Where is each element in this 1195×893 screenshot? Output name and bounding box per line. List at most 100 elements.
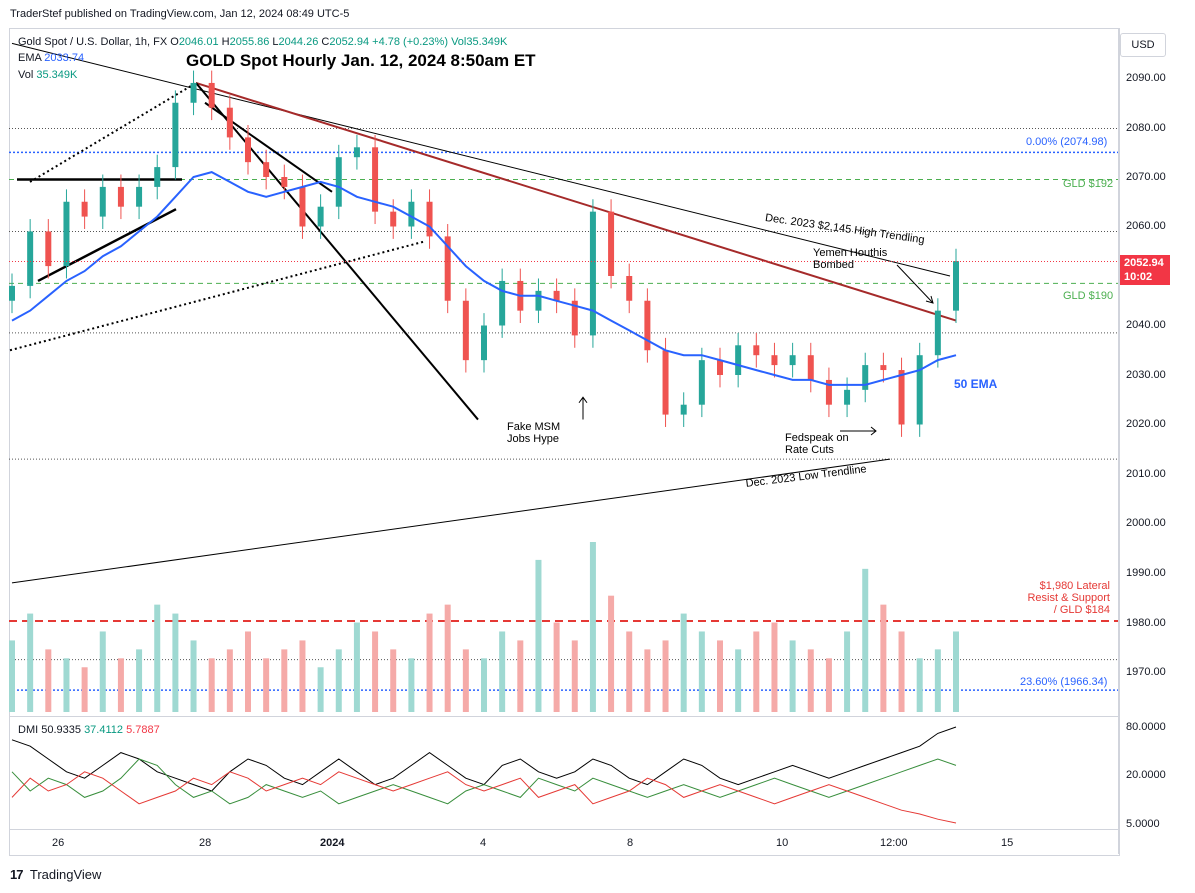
volume-legend[interactable]: Vol 35.349K (18, 69, 77, 81)
volume-bar (735, 649, 742, 712)
candle-body (263, 162, 270, 177)
candle-body (535, 290, 542, 311)
candle-body (916, 355, 923, 425)
volume-bar (408, 658, 415, 712)
volume-bar (844, 631, 851, 712)
time-axis-separator (9, 829, 1118, 830)
x-tick-label: 15 (1001, 837, 1014, 849)
fib-0-label: 0.00% (2074.98) (1026, 136, 1108, 148)
high-label: H (221, 36, 230, 48)
fedspeak-label: Fedspeak on Rate Cuts (785, 432, 849, 456)
y-tick-label: 2030.00 (1126, 369, 1166, 381)
volume-bar (172, 613, 179, 712)
candle-body (626, 276, 633, 301)
volume-bar (9, 640, 15, 712)
y-tick-label: 2040.00 (1126, 319, 1166, 331)
volume-bar (953, 631, 959, 712)
dec-low-trendline (11, 458, 891, 584)
candle-body (9, 285, 15, 301)
dmi-adx-value: 50.9335 (41, 724, 81, 736)
volume-bar (154, 604, 161, 712)
falling-wedge-line (195, 82, 479, 421)
volume-bar (662, 640, 669, 712)
candle-body (934, 310, 941, 356)
volume-bar (553, 622, 560, 712)
volume-bar (263, 658, 270, 712)
fake-jobs-arrowhead (578, 396, 588, 404)
candle-body (862, 365, 869, 390)
gld-192-label: GLD $192 (1063, 178, 1114, 190)
candle-body (717, 360, 723, 375)
dmi-legend[interactable]: DMI 50.9335 37.4112 5.7887 (18, 724, 160, 736)
candle-body (99, 186, 106, 217)
open-label: O (170, 36, 179, 48)
candle-body (825, 379, 832, 405)
low-label: L (272, 36, 279, 48)
open-value: 2046.01 (178, 36, 219, 48)
volume-bar (644, 649, 651, 712)
tradingview-brand: TradingView (29, 867, 102, 882)
volume-bar (299, 640, 306, 712)
candle-body (698, 360, 705, 405)
volume-bar (589, 542, 596, 712)
candle-body (45, 231, 52, 267)
wedge-upper-line (204, 101, 333, 193)
volume-bar (481, 658, 487, 712)
candle-body (335, 157, 342, 207)
y-tick-label: 2010.00 (1126, 468, 1166, 480)
volume-bar (771, 622, 778, 712)
fib-23-label: 23.60% (1966.34) (1020, 676, 1108, 688)
dmi-plus-value: 37.4112 (84, 724, 124, 736)
ema-value: 2033.74 (44, 52, 85, 64)
symbol-legend[interactable]: Gold Spot / U.S. Dollar, 1h, FX O2046.01… (18, 36, 507, 48)
dmi-minus-value: 5.7887 (126, 724, 160, 736)
y-tick-label: 1990.00 (1126, 567, 1166, 579)
chart-frame (9, 28, 1120, 856)
x-tick-label: 26 (52, 837, 65, 849)
volume-bar (753, 631, 760, 712)
candle-body (226, 107, 233, 138)
volume-bar (245, 631, 251, 712)
volume-bar (136, 649, 143, 712)
volume-bar (608, 595, 615, 712)
ema-legend[interactable]: EMA 2033.74 (18, 52, 84, 64)
candle-body (644, 300, 651, 351)
volume-bar (27, 613, 34, 712)
dec-high-trendline (11, 42, 951, 277)
change-value: +4.78 (+0.23%) (372, 36, 448, 48)
candle-body (462, 300, 469, 361)
volume-bar (862, 568, 869, 712)
tradingview-footer[interactable]: 17 TradingView (10, 867, 101, 882)
x-tick-label: 12:00 (880, 837, 908, 849)
candle-body (735, 345, 742, 375)
candle-body (444, 236, 451, 301)
volume-bar (898, 631, 905, 712)
x-tick-label: 2024 (320, 837, 345, 849)
y-tick-label: 2070.00 (1126, 171, 1166, 183)
y-tick-label: 2060.00 (1126, 220, 1166, 232)
volume-bar (626, 631, 633, 712)
volume-bar (825, 658, 832, 712)
last-price-value: 2052.94 (1124, 257, 1164, 269)
volume-bar (462, 649, 469, 712)
volume-bar (190, 640, 197, 712)
volume-bar (45, 649, 52, 712)
currency-button[interactable]: USD (1120, 33, 1166, 57)
pane-separator[interactable] (9, 716, 1118, 717)
volume-bar (698, 631, 705, 712)
dmi-label: DMI (18, 724, 39, 736)
publisher-line: TraderStef published on TradingView.com,… (10, 8, 350, 20)
volume-bar (208, 658, 215, 712)
candle-body (753, 345, 760, 356)
volume-value: 35.349K (36, 69, 78, 81)
candle-body (789, 355, 796, 366)
volume-bar (717, 640, 723, 712)
candle-body (136, 186, 143, 207)
y-tick-label: 2000.00 (1126, 517, 1166, 529)
candle-body (281, 177, 288, 187)
ema-label: EMA (18, 52, 42, 64)
candle-body (408, 201, 415, 227)
candle-body (117, 186, 124, 207)
last-price-tag: 2052.94 10:02 (1120, 255, 1170, 285)
